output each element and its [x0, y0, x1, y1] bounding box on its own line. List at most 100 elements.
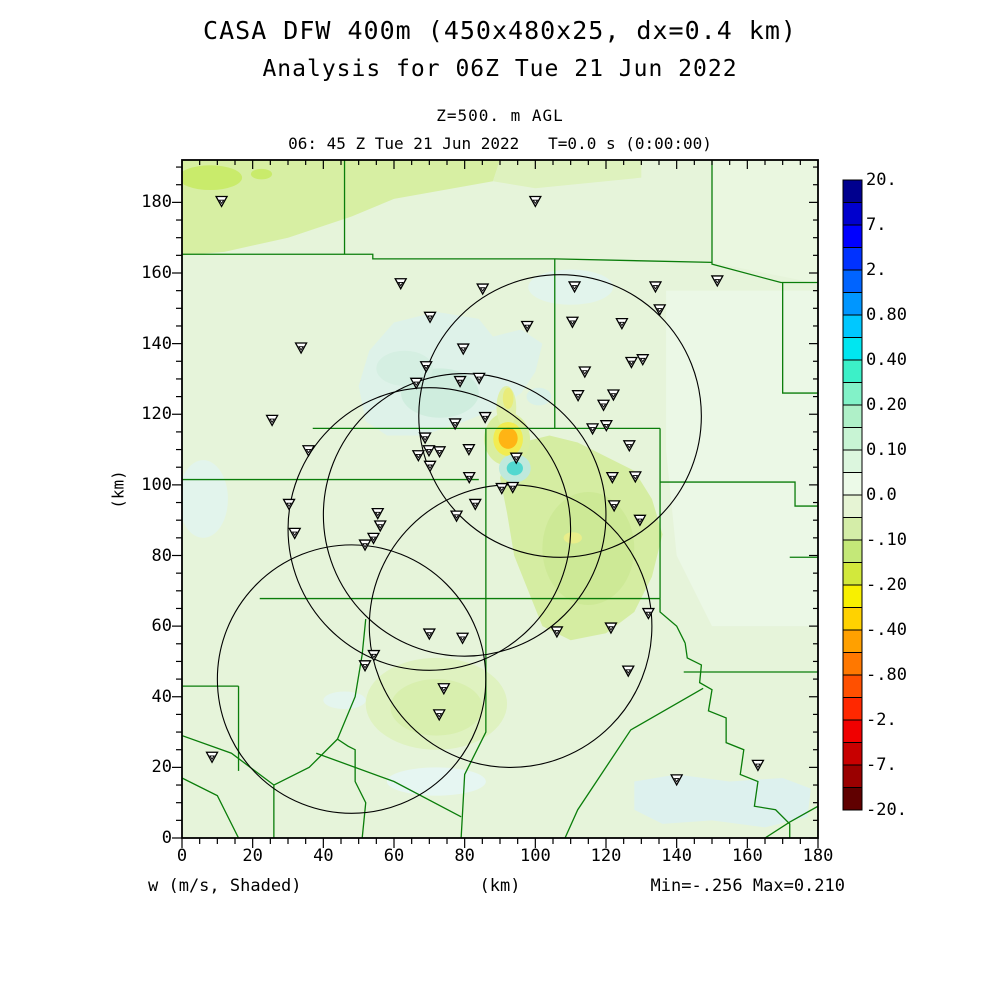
colorbar-tick-label: -2.	[866, 710, 897, 730]
station-marker-icon	[604, 622, 618, 635]
station-marker-inner	[645, 611, 652, 617]
station-marker-inner	[575, 393, 582, 399]
colorbar-segment	[842, 337, 863, 361]
level-label: Z=500. m AGL	[436, 106, 564, 125]
shading-patch	[634, 774, 811, 828]
x-tick-label: 40	[313, 846, 334, 866]
county-boundary	[782, 282, 818, 394]
shading-patch	[542, 491, 635, 605]
station-marker-inner	[269, 418, 276, 424]
station-marker-inner	[656, 308, 663, 313]
station-marker-inner	[374, 511, 381, 517]
y-tick-label: 120	[141, 404, 172, 425]
map-content	[182, 160, 818, 838]
station-marker-icon	[265, 414, 279, 427]
station-marker-icon	[751, 759, 765, 772]
x-tick-label: 120	[590, 846, 622, 866]
county-boundary	[182, 777, 240, 838]
station-marker-inner	[626, 444, 633, 449]
station-marker-icon	[628, 471, 642, 484]
y-tick-label: 180	[141, 192, 172, 213]
station-marker-icon	[596, 399, 611, 412]
station-marker-inner	[453, 514, 460, 519]
station-marker-inner	[569, 320, 576, 325]
station-marker-inner	[625, 669, 632, 674]
station-marker-icon	[605, 471, 619, 484]
station-marker-icon	[462, 444, 476, 457]
colorbar-tick-label: -.10	[866, 530, 907, 550]
station-marker-icon	[622, 440, 636, 453]
shading-patch	[182, 160, 500, 256]
station-marker-icon	[423, 460, 437, 473]
colorbar-segment	[842, 472, 863, 496]
station-marker-icon	[282, 498, 296, 511]
station-marker-icon	[394, 278, 408, 291]
colorbar-tick-label: 0.20	[866, 395, 907, 415]
station-marker-inner	[286, 502, 292, 508]
page-title: CASA DFW 400m (450x480x25, dx=0.4 km)	[203, 16, 797, 45]
colorbar-tick-label: -7.	[866, 755, 897, 775]
shading-patch	[386, 767, 486, 796]
station-marker-icon	[520, 320, 534, 333]
station-marker-inner	[632, 475, 639, 480]
station-marker-inner	[459, 636, 466, 641]
station-marker-icon	[423, 311, 437, 324]
station-marker-inner	[370, 653, 377, 659]
colorbar-segment	[842, 494, 863, 518]
station-marker-inner	[472, 502, 479, 508]
station-marker-inner	[509, 485, 516, 491]
colorbar-segment	[842, 719, 863, 743]
radar-range-ring	[216, 544, 487, 814]
colorbar-segment	[842, 427, 863, 451]
station-marker-icon	[567, 281, 582, 294]
station-marker-icon	[571, 390, 585, 403]
y-tick-label: 20	[151, 757, 172, 778]
shading-patch	[502, 387, 514, 409]
station-marker-icon	[624, 356, 639, 369]
y-tick-label: 100	[141, 474, 172, 495]
station-marker-icon	[419, 361, 433, 374]
colorbar-segment	[842, 652, 863, 676]
x-tick-label: 100	[519, 846, 551, 866]
station-marker-inner	[618, 321, 625, 327]
shading-patch	[492, 160, 642, 189]
x-tick-label: 0	[176, 846, 188, 866]
station-marker-icon	[468, 498, 482, 511]
colorbar-segment	[842, 269, 863, 293]
x-tick-label: 80	[454, 846, 475, 866]
station-marker-icon	[418, 432, 432, 445]
y-tick-label: 80	[151, 545, 172, 566]
station-marker-inner	[440, 687, 447, 692]
station-marker-inner	[305, 449, 312, 454]
station-marker-inner	[452, 422, 459, 427]
colorbar-segment	[842, 562, 863, 586]
station-marker-inner	[553, 630, 560, 635]
station-marker-inner	[611, 504, 618, 509]
colorbar-segment	[842, 539, 863, 563]
shading-patch	[390, 679, 483, 736]
station-marker-icon	[371, 507, 385, 520]
colorbar-segment	[842, 742, 863, 766]
station-marker-inner	[479, 287, 486, 292]
x-axis-label: (km)	[479, 876, 521, 896]
station-marker-icon	[432, 446, 447, 459]
y-tick-label: 160	[141, 263, 172, 283]
station-marker-inner	[362, 664, 368, 669]
station-marker-inner	[209, 755, 215, 761]
colorbar-segment	[842, 787, 863, 811]
shading-patch	[376, 350, 433, 386]
station-marker-inner	[513, 456, 520, 461]
station-marker-inner	[532, 199, 539, 205]
station-marker-icon	[528, 195, 542, 208]
station-marker-inner	[460, 347, 467, 352]
station-marker-icon	[411, 450, 425, 463]
colorbar-segment	[842, 359, 863, 383]
station-marker-inner	[652, 285, 659, 290]
shading-patch	[182, 460, 228, 538]
station-marker-inner	[423, 364, 430, 370]
colorbar-tick-label: -.80	[866, 665, 907, 685]
shading-patch	[563, 532, 582, 544]
station-marker-icon	[288, 527, 302, 540]
